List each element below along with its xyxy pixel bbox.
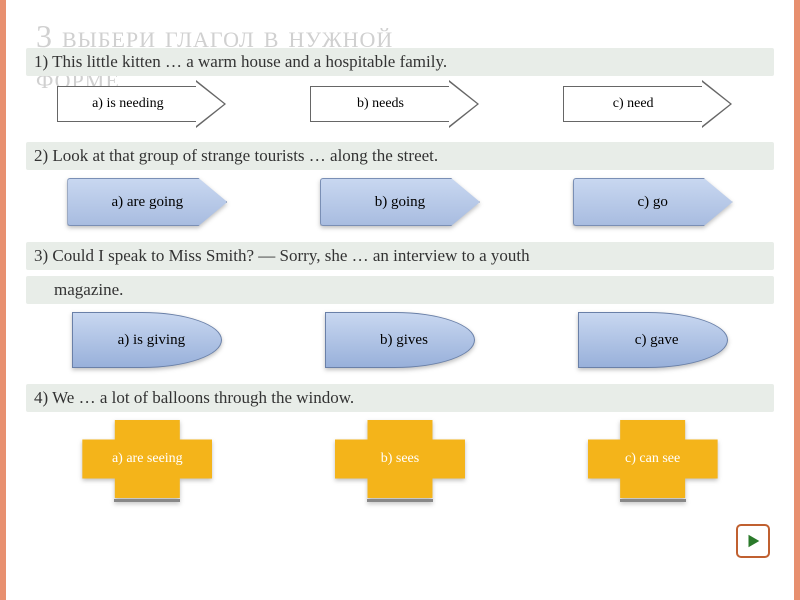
option-2b[interactable]: b) going: [320, 178, 480, 226]
option-label: c) need: [563, 86, 703, 122]
option-label: b) sees: [335, 420, 465, 498]
question-2-text: 2) Look at that group of strange tourist…: [26, 142, 774, 170]
option-3a[interactable]: a) is giving: [72, 312, 222, 368]
question-1-text: 1) This little kitten … a warm house and…: [26, 48, 774, 76]
next-slide-button[interactable]: [736, 524, 770, 558]
question-4-text: 4) We … a lot of balloons through the wi…: [26, 384, 774, 412]
shadow-line: [367, 499, 433, 502]
question-3-text: 3) Could I speak to Miss Smith? — Sorry,…: [26, 242, 774, 270]
shadow-line: [620, 499, 686, 502]
arrow-head-icon: [196, 80, 226, 128]
option-2c[interactable]: c) go: [573, 178, 733, 226]
option-label: b) going: [320, 178, 480, 226]
option-2a[interactable]: a) are going: [67, 178, 227, 226]
option-3c[interactable]: c) gave: [578, 312, 728, 368]
question-3-text-line2: magazine.: [26, 276, 774, 304]
question-2-options: a) are going b) going c) go: [26, 178, 774, 226]
question-4-options: a) are seeing b) sees c) can see: [26, 420, 774, 498]
option-1c[interactable]: c) need: [563, 82, 743, 126]
option-1a[interactable]: a) is needing: [57, 82, 237, 126]
option-3b[interactable]: b) gives: [325, 312, 475, 368]
play-icon: [744, 532, 762, 550]
option-label: a) are seeing: [82, 420, 212, 498]
shadow-line: [114, 499, 180, 502]
option-4b[interactable]: b) sees: [335, 420, 465, 498]
option-4c[interactable]: c) can see: [588, 420, 718, 498]
option-label: b) needs: [310, 86, 450, 122]
option-label: a) is giving: [72, 312, 222, 368]
option-1b[interactable]: b) needs: [310, 82, 490, 126]
arrow-head-icon: [449, 80, 479, 128]
option-label: a) is needing: [57, 86, 197, 122]
option-label: a) are going: [67, 178, 227, 226]
option-4a[interactable]: a) are seeing: [82, 420, 212, 498]
arrow-head-icon: [702, 80, 732, 128]
option-label: c) go: [573, 178, 733, 226]
question-3-options: a) is giving b) gives c) gave: [26, 312, 774, 368]
option-label: b) gives: [325, 312, 475, 368]
option-label: c) gave: [578, 312, 728, 368]
question-1-options: a) is needing b) needs c) need: [26, 82, 774, 126]
option-label: c) can see: [588, 420, 718, 498]
